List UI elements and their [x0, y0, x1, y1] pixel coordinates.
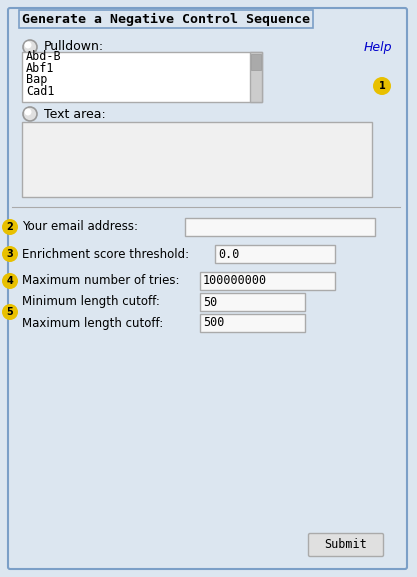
- Circle shape: [23, 40, 37, 54]
- Text: Submit: Submit: [324, 538, 367, 552]
- FancyBboxPatch shape: [22, 52, 262, 102]
- Text: 500: 500: [203, 317, 224, 329]
- Text: Bap: Bap: [26, 73, 48, 87]
- Text: 50: 50: [203, 295, 217, 309]
- Text: 0.0: 0.0: [218, 248, 239, 260]
- FancyBboxPatch shape: [200, 293, 305, 311]
- FancyBboxPatch shape: [200, 272, 335, 290]
- Text: Text area:: Text area:: [44, 107, 106, 121]
- Text: 3: 3: [7, 249, 13, 259]
- FancyBboxPatch shape: [8, 8, 407, 569]
- Text: Abf1: Abf1: [26, 62, 55, 75]
- Text: Enrichment score threshold:: Enrichment score threshold:: [22, 248, 189, 260]
- FancyBboxPatch shape: [22, 122, 372, 197]
- Text: Maximum number of tries:: Maximum number of tries:: [22, 275, 179, 287]
- Circle shape: [373, 77, 391, 95]
- Bar: [251, 54, 261, 70]
- Text: Cad1: Cad1: [26, 85, 55, 98]
- Circle shape: [2, 273, 18, 289]
- FancyBboxPatch shape: [309, 534, 384, 556]
- Circle shape: [2, 219, 18, 235]
- Text: Your email address:: Your email address:: [22, 220, 138, 234]
- Text: 2: 2: [7, 222, 13, 232]
- Text: Minimum length cutoff:: Minimum length cutoff:: [22, 295, 160, 309]
- Bar: [250, 52, 262, 102]
- Text: Help: Help: [364, 40, 392, 54]
- Text: 5: 5: [7, 307, 13, 317]
- Text: 1: 1: [379, 81, 385, 91]
- Text: Maximum length cutoff:: Maximum length cutoff:: [22, 317, 163, 329]
- Circle shape: [2, 304, 18, 320]
- Bar: [12, 10, 292, 28]
- Text: 4: 4: [7, 276, 13, 286]
- Circle shape: [2, 246, 18, 262]
- Circle shape: [25, 108, 32, 115]
- Text: Generate a Negative Control Sequence: Generate a Negative Control Sequence: [22, 13, 310, 25]
- Circle shape: [23, 107, 37, 121]
- Circle shape: [25, 42, 32, 48]
- FancyBboxPatch shape: [200, 314, 305, 332]
- Text: Abd-B: Abd-B: [26, 51, 62, 63]
- Text: Pulldown:: Pulldown:: [44, 40, 104, 54]
- FancyBboxPatch shape: [215, 245, 335, 263]
- FancyBboxPatch shape: [185, 218, 375, 236]
- Text: 100000000: 100000000: [203, 275, 267, 287]
